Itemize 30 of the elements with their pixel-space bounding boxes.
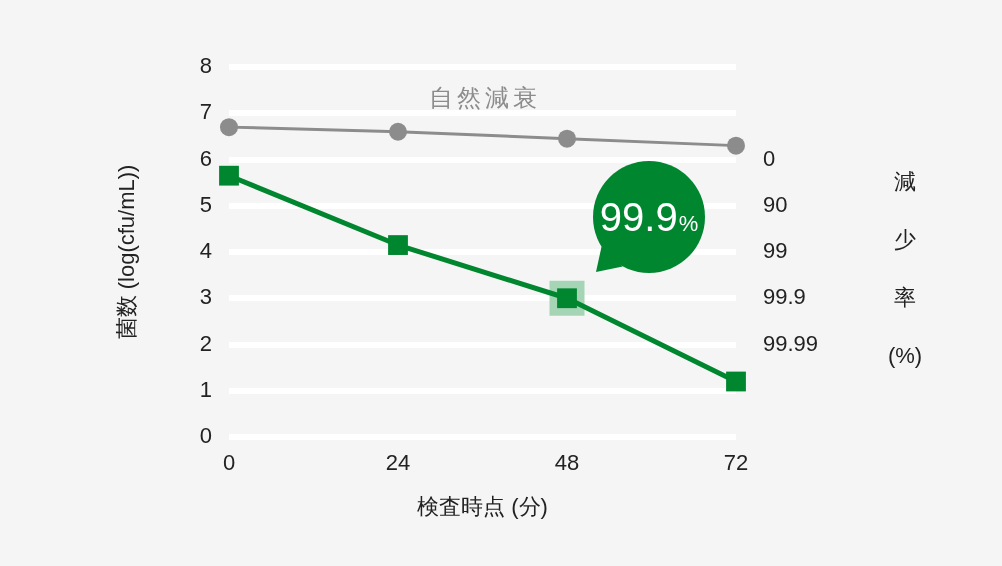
y-tick-label: 5 (199, 191, 212, 217)
series-label: 自然減衰 (428, 83, 541, 111)
point (388, 235, 408, 255)
y-tick-label: 7 (199, 99, 212, 125)
x-axis-title: 検査時点 (分) (417, 493, 548, 519)
category-label: 99.99 (763, 330, 819, 356)
category-label: 90 (763, 191, 788, 217)
category-label: 99 (763, 238, 788, 264)
point (220, 118, 238, 137)
annotation: 99.9% (599, 195, 699, 240)
x-tick-label: 24 (385, 450, 411, 476)
y-axis-title: 菌数 (log(cfu/mL)) (114, 164, 140, 340)
point (389, 122, 407, 141)
x-tick-label: 72 (723, 450, 749, 476)
y-tick-label: 2 (199, 330, 212, 356)
point (726, 371, 746, 392)
category-label: 0 (763, 145, 776, 171)
x-tick-label: 0 (222, 450, 236, 476)
point (727, 136, 745, 155)
text: 減少率(%) (887, 169, 923, 369)
y-tick-label: 1 (199, 376, 212, 402)
y-tick-label: 0 (199, 423, 212, 449)
point (558, 129, 576, 148)
point (219, 165, 239, 186)
y-tick-label: 6 (199, 145, 212, 171)
category-label: 99.9 (763, 284, 806, 310)
y-tick-label: 3 (199, 284, 212, 310)
y-tick-label: 4 (199, 238, 212, 264)
y-tick-label: 8 (199, 53, 212, 79)
x-tick-label: 48 (554, 450, 580, 476)
